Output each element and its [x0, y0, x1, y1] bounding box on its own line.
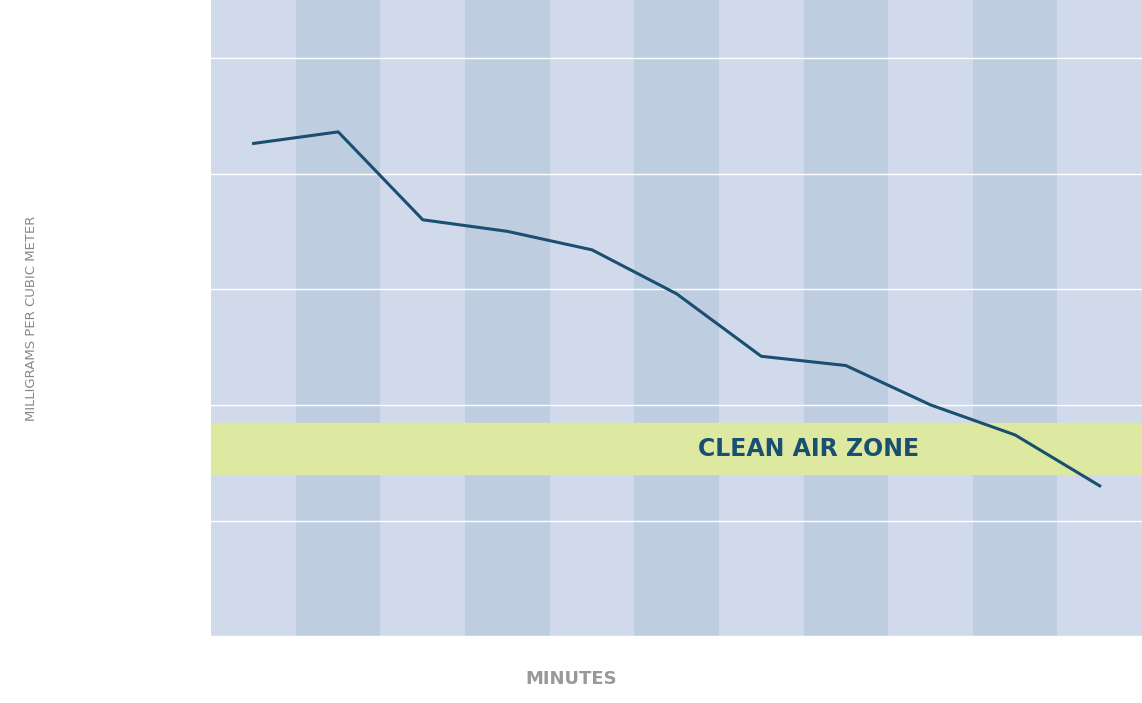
Text: 6: 6 [417, 650, 429, 669]
Text: 0.5000: 0.5000 [111, 512, 179, 529]
Text: 12: 12 [665, 650, 689, 669]
Text: 1.0000: 1.0000 [111, 396, 179, 414]
Text: 4: 4 [332, 650, 345, 669]
Text: 8: 8 [501, 650, 514, 669]
Text: 22: 22 [1087, 650, 1112, 669]
Text: CLEAN AIR ZONE: CLEAN AIR ZONE [698, 437, 919, 461]
Text: MILLIGRAMS PER CUBIC METER: MILLIGRAMS PER CUBIC METER [25, 215, 39, 421]
Bar [804, 0, 888, 636]
Bar [380, 0, 465, 636]
Text: 2.5000: 2.5000 [111, 49, 179, 67]
Bar [211, 423, 1142, 475]
Bar [549, 0, 634, 636]
Text: 2.0000: 2.0000 [111, 165, 179, 183]
Bar [211, 0, 296, 636]
Text: 10: 10 [579, 650, 604, 669]
Bar [296, 0, 380, 636]
Bar [1057, 0, 1142, 636]
Text: 18: 18 [918, 650, 943, 669]
Text: 16: 16 [834, 650, 859, 669]
Bar [973, 0, 1057, 636]
Bar [465, 0, 549, 636]
Text: 1.5000: 1.5000 [111, 280, 179, 298]
Text: 2: 2 [248, 650, 260, 669]
Bar [719, 0, 804, 636]
Bar [888, 0, 973, 636]
Text: 20: 20 [1003, 650, 1028, 669]
Bar [634, 0, 719, 636]
Text: 14: 14 [749, 650, 774, 669]
Text: 0.0000: 0.0000 [111, 627, 179, 645]
Text: MINUTES: MINUTES [525, 670, 617, 688]
